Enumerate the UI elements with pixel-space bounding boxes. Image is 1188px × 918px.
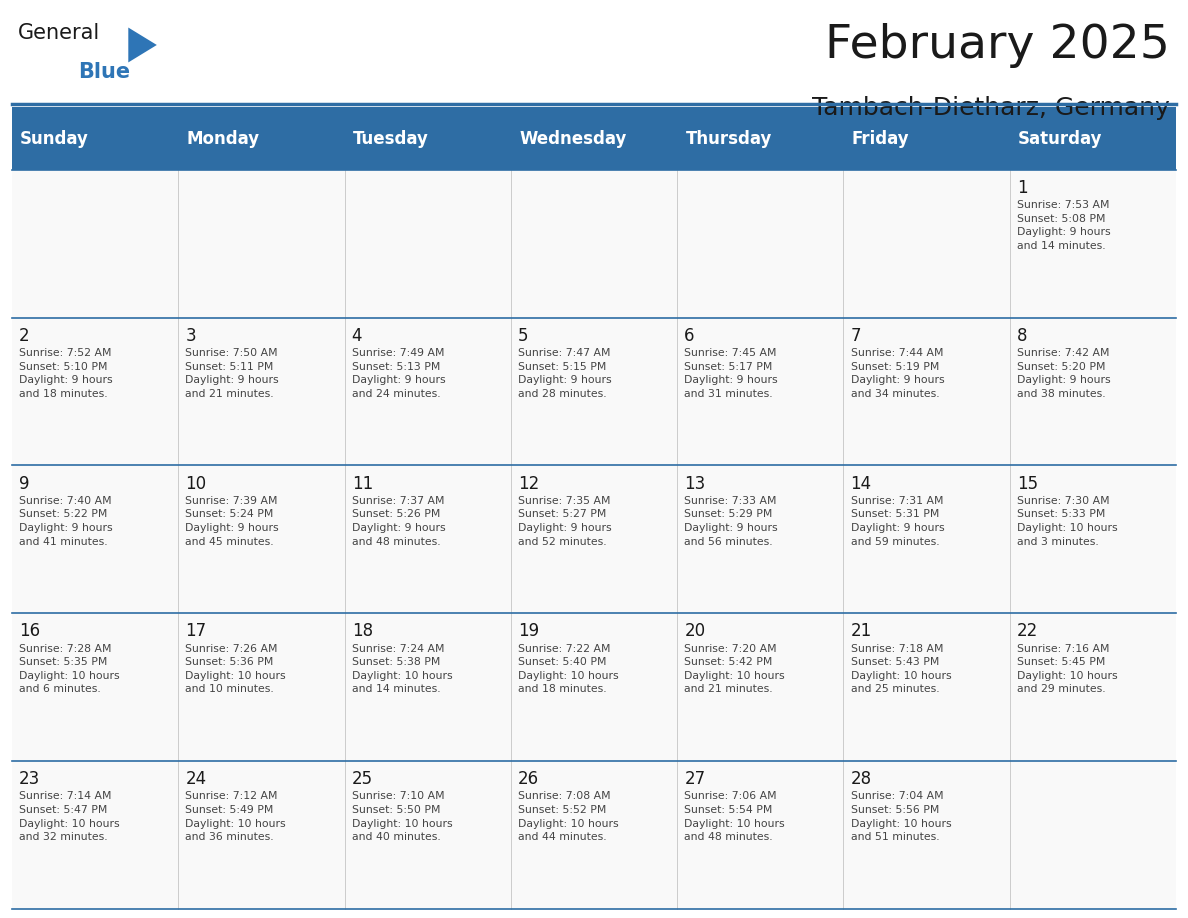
Text: 14: 14 [851,475,872,493]
Text: 9: 9 [19,475,30,493]
Text: Sunrise: 7:35 AM
Sunset: 5:27 PM
Daylight: 9 hours
and 52 minutes.: Sunrise: 7:35 AM Sunset: 5:27 PM Dayligh… [518,496,612,546]
Text: 23: 23 [19,770,40,789]
Text: Sunrise: 7:20 AM
Sunset: 5:42 PM
Daylight: 10 hours
and 21 minutes.: Sunrise: 7:20 AM Sunset: 5:42 PM Dayligh… [684,644,785,694]
Text: 11: 11 [352,475,373,493]
Text: Thursday: Thursday [685,129,772,148]
Text: Friday: Friday [852,129,910,148]
Text: Sunrise: 7:49 AM
Sunset: 5:13 PM
Daylight: 9 hours
and 24 minutes.: Sunrise: 7:49 AM Sunset: 5:13 PM Dayligh… [352,348,446,398]
Text: 27: 27 [684,770,706,789]
Text: 3: 3 [185,327,196,345]
Text: Sunrise: 7:30 AM
Sunset: 5:33 PM
Daylight: 10 hours
and 3 minutes.: Sunrise: 7:30 AM Sunset: 5:33 PM Dayligh… [1017,496,1118,546]
Text: February 2025: February 2025 [826,23,1170,68]
Text: Sunrise: 7:12 AM
Sunset: 5:49 PM
Daylight: 10 hours
and 36 minutes.: Sunrise: 7:12 AM Sunset: 5:49 PM Dayligh… [185,791,286,842]
Bar [12,318,1176,465]
Text: Sunrise: 7:37 AM
Sunset: 5:26 PM
Daylight: 9 hours
and 48 minutes.: Sunrise: 7:37 AM Sunset: 5:26 PM Dayligh… [352,496,446,546]
Text: Tambach-Dietharz, Germany: Tambach-Dietharz, Germany [813,96,1170,120]
Text: Sunrise: 7:40 AM
Sunset: 5:22 PM
Daylight: 9 hours
and 41 minutes.: Sunrise: 7:40 AM Sunset: 5:22 PM Dayligh… [19,496,113,546]
Text: Sunrise: 7:24 AM
Sunset: 5:38 PM
Daylight: 10 hours
and 14 minutes.: Sunrise: 7:24 AM Sunset: 5:38 PM Dayligh… [352,644,453,694]
Text: 12: 12 [518,475,539,493]
Text: 15: 15 [1017,475,1038,493]
Bar [12,107,1176,170]
Text: Sunrise: 7:44 AM
Sunset: 5:19 PM
Daylight: 9 hours
and 34 minutes.: Sunrise: 7:44 AM Sunset: 5:19 PM Dayligh… [851,348,944,398]
Bar [12,613,1176,761]
Text: 25: 25 [352,770,373,789]
Text: Sunrise: 7:10 AM
Sunset: 5:50 PM
Daylight: 10 hours
and 40 minutes.: Sunrise: 7:10 AM Sunset: 5:50 PM Dayligh… [352,791,453,842]
Text: 21: 21 [851,622,872,641]
Text: Sunrise: 7:14 AM
Sunset: 5:47 PM
Daylight: 10 hours
and 32 minutes.: Sunrise: 7:14 AM Sunset: 5:47 PM Dayligh… [19,791,120,842]
Text: Sunrise: 7:26 AM
Sunset: 5:36 PM
Daylight: 10 hours
and 10 minutes.: Sunrise: 7:26 AM Sunset: 5:36 PM Dayligh… [185,644,286,694]
Text: Sunrise: 7:04 AM
Sunset: 5:56 PM
Daylight: 10 hours
and 51 minutes.: Sunrise: 7:04 AM Sunset: 5:56 PM Dayligh… [851,791,952,842]
Text: Sunrise: 7:33 AM
Sunset: 5:29 PM
Daylight: 9 hours
and 56 minutes.: Sunrise: 7:33 AM Sunset: 5:29 PM Dayligh… [684,496,778,546]
Text: Sunrise: 7:39 AM
Sunset: 5:24 PM
Daylight: 9 hours
and 45 minutes.: Sunrise: 7:39 AM Sunset: 5:24 PM Dayligh… [185,496,279,546]
Text: 26: 26 [518,770,539,789]
Text: Sunrise: 7:52 AM
Sunset: 5:10 PM
Daylight: 9 hours
and 18 minutes.: Sunrise: 7:52 AM Sunset: 5:10 PM Dayligh… [19,348,113,398]
Text: 24: 24 [185,770,207,789]
Text: 16: 16 [19,622,40,641]
Text: Blue: Blue [78,62,131,83]
Text: Sunrise: 7:47 AM
Sunset: 5:15 PM
Daylight: 9 hours
and 28 minutes.: Sunrise: 7:47 AM Sunset: 5:15 PM Dayligh… [518,348,612,398]
Text: 20: 20 [684,622,706,641]
Text: Sunrise: 7:06 AM
Sunset: 5:54 PM
Daylight: 10 hours
and 48 minutes.: Sunrise: 7:06 AM Sunset: 5:54 PM Dayligh… [684,791,785,842]
Text: 10: 10 [185,475,207,493]
Text: Sunrise: 7:50 AM
Sunset: 5:11 PM
Daylight: 9 hours
and 21 minutes.: Sunrise: 7:50 AM Sunset: 5:11 PM Dayligh… [185,348,279,398]
Text: 13: 13 [684,475,706,493]
Text: 7: 7 [851,327,861,345]
Polygon shape [128,28,157,62]
Text: General: General [18,23,100,43]
Text: Sunrise: 7:18 AM
Sunset: 5:43 PM
Daylight: 10 hours
and 25 minutes.: Sunrise: 7:18 AM Sunset: 5:43 PM Dayligh… [851,644,952,694]
Text: Sunrise: 7:31 AM
Sunset: 5:31 PM
Daylight: 9 hours
and 59 minutes.: Sunrise: 7:31 AM Sunset: 5:31 PM Dayligh… [851,496,944,546]
Text: 22: 22 [1017,622,1038,641]
Text: Sunrise: 7:08 AM
Sunset: 5:52 PM
Daylight: 10 hours
and 44 minutes.: Sunrise: 7:08 AM Sunset: 5:52 PM Dayligh… [518,791,619,842]
Bar [12,761,1176,909]
Text: Sunrise: 7:42 AM
Sunset: 5:20 PM
Daylight: 9 hours
and 38 minutes.: Sunrise: 7:42 AM Sunset: 5:20 PM Dayligh… [1017,348,1111,398]
Text: 18: 18 [352,622,373,641]
Text: 8: 8 [1017,327,1028,345]
Bar [12,465,1176,613]
Text: 28: 28 [851,770,872,789]
Text: 2: 2 [19,327,30,345]
Text: Wednesday: Wednesday [519,129,626,148]
Text: Monday: Monday [187,129,260,148]
Bar [12,170,1176,318]
Text: Saturday: Saturday [1018,129,1102,148]
Text: Sunrise: 7:45 AM
Sunset: 5:17 PM
Daylight: 9 hours
and 31 minutes.: Sunrise: 7:45 AM Sunset: 5:17 PM Dayligh… [684,348,778,398]
Text: 4: 4 [352,327,362,345]
Text: Sunrise: 7:53 AM
Sunset: 5:08 PM
Daylight: 9 hours
and 14 minutes.: Sunrise: 7:53 AM Sunset: 5:08 PM Dayligh… [1017,200,1111,251]
Text: Tuesday: Tuesday [353,129,429,148]
Text: Sunrise: 7:22 AM
Sunset: 5:40 PM
Daylight: 10 hours
and 18 minutes.: Sunrise: 7:22 AM Sunset: 5:40 PM Dayligh… [518,644,619,694]
Text: Sunrise: 7:16 AM
Sunset: 5:45 PM
Daylight: 10 hours
and 29 minutes.: Sunrise: 7:16 AM Sunset: 5:45 PM Dayligh… [1017,644,1118,694]
Text: Sunday: Sunday [20,129,89,148]
Text: 17: 17 [185,622,207,641]
Text: 6: 6 [684,327,695,345]
Text: 19: 19 [518,622,539,641]
Text: 1: 1 [1017,179,1028,197]
Text: 5: 5 [518,327,529,345]
Text: Sunrise: 7:28 AM
Sunset: 5:35 PM
Daylight: 10 hours
and 6 minutes.: Sunrise: 7:28 AM Sunset: 5:35 PM Dayligh… [19,644,120,694]
